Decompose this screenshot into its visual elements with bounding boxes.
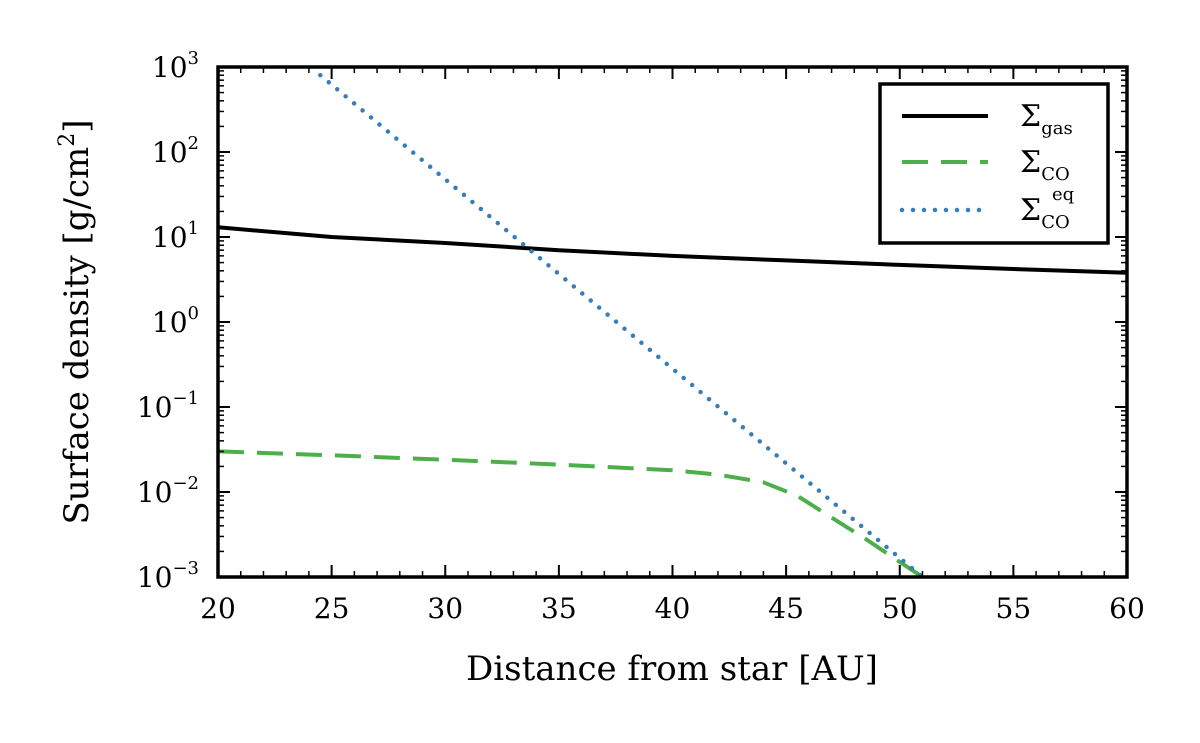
- y-tick-base: 10: [152, 51, 188, 84]
- tick-labels: 20 25 30 35 40 45 50 55 6010310210110010−110−210…: [137, 48, 1145, 625]
- x-tick-label: 55: [996, 592, 1032, 625]
- y-tick-base: 10: [152, 136, 188, 169]
- x-tick-label: 35: [541, 592, 577, 625]
- legend-label-sub: CO: [1041, 164, 1070, 185]
- legend-label-main: Σ: [1020, 99, 1041, 134]
- x-tick-label: 50: [882, 592, 918, 625]
- x-tick-label: 20: [200, 592, 236, 625]
- series-line-1: [218, 449, 924, 577]
- legend-label-sub: CO: [1041, 212, 1070, 233]
- series-line-0: [218, 225, 1127, 275]
- series-line-2: [318, 72, 925, 577]
- x-tick-label: 40: [655, 592, 691, 625]
- y-tick-exponent: −3: [172, 558, 199, 579]
- x-tick-label: 45: [768, 592, 804, 625]
- y-tick-exponent: 3: [188, 48, 199, 69]
- legend-label-2: ΣCO: [1020, 193, 1070, 233]
- series-layer: [218, 72, 1127, 577]
- y-tick-exponent: 1: [188, 218, 199, 239]
- y-tick-label: 10−2: [137, 473, 199, 509]
- y-tick-label: 10−1: [137, 388, 199, 424]
- y-tick-base: 10: [152, 306, 188, 339]
- y-tick-label: 103: [152, 48, 199, 84]
- legend-label-1: ΣCO: [1020, 145, 1070, 185]
- y-tick-exponent: 2: [188, 133, 199, 154]
- y-tick-base: 10: [152, 221, 188, 254]
- y-tick-base: 10: [137, 391, 173, 424]
- legend-label-sub: gas: [1041, 118, 1073, 139]
- legend-label-sup: eq: [1052, 184, 1074, 205]
- y-tick-base: 10: [137, 561, 173, 594]
- x-axis-title: Distance from star [AU]: [466, 649, 878, 689]
- x-tick-label: 30: [427, 592, 463, 625]
- y-axis-title-sup: 2: [55, 133, 80, 147]
- y-tick-base: 10: [137, 476, 173, 509]
- y-tick-exponent: −1: [172, 388, 199, 409]
- y-axis-title-main: Surface density [g/cm: [57, 147, 97, 525]
- y-tick-label: 101: [152, 218, 199, 254]
- y-tick-exponent: −2: [172, 473, 199, 494]
- ticks-layer: [217, 66, 1128, 578]
- y-tick-exponent: 0: [188, 303, 199, 324]
- y-axis-title: Surface density [g/cm2]: [55, 119, 97, 524]
- y-axis-title-end: ]: [57, 119, 97, 132]
- legend-label-main: Σ: [1020, 193, 1041, 228]
- x-tick-label: 60: [1109, 592, 1145, 625]
- y-tick-label: 102: [152, 133, 199, 169]
- legend-label-0: Σgas: [1020, 99, 1073, 139]
- y-tick-label: 100: [152, 303, 199, 339]
- x-tick-label: 25: [314, 592, 350, 625]
- legend-label-main: Σ: [1020, 145, 1041, 180]
- y-tick-label: 10−3: [137, 558, 199, 594]
